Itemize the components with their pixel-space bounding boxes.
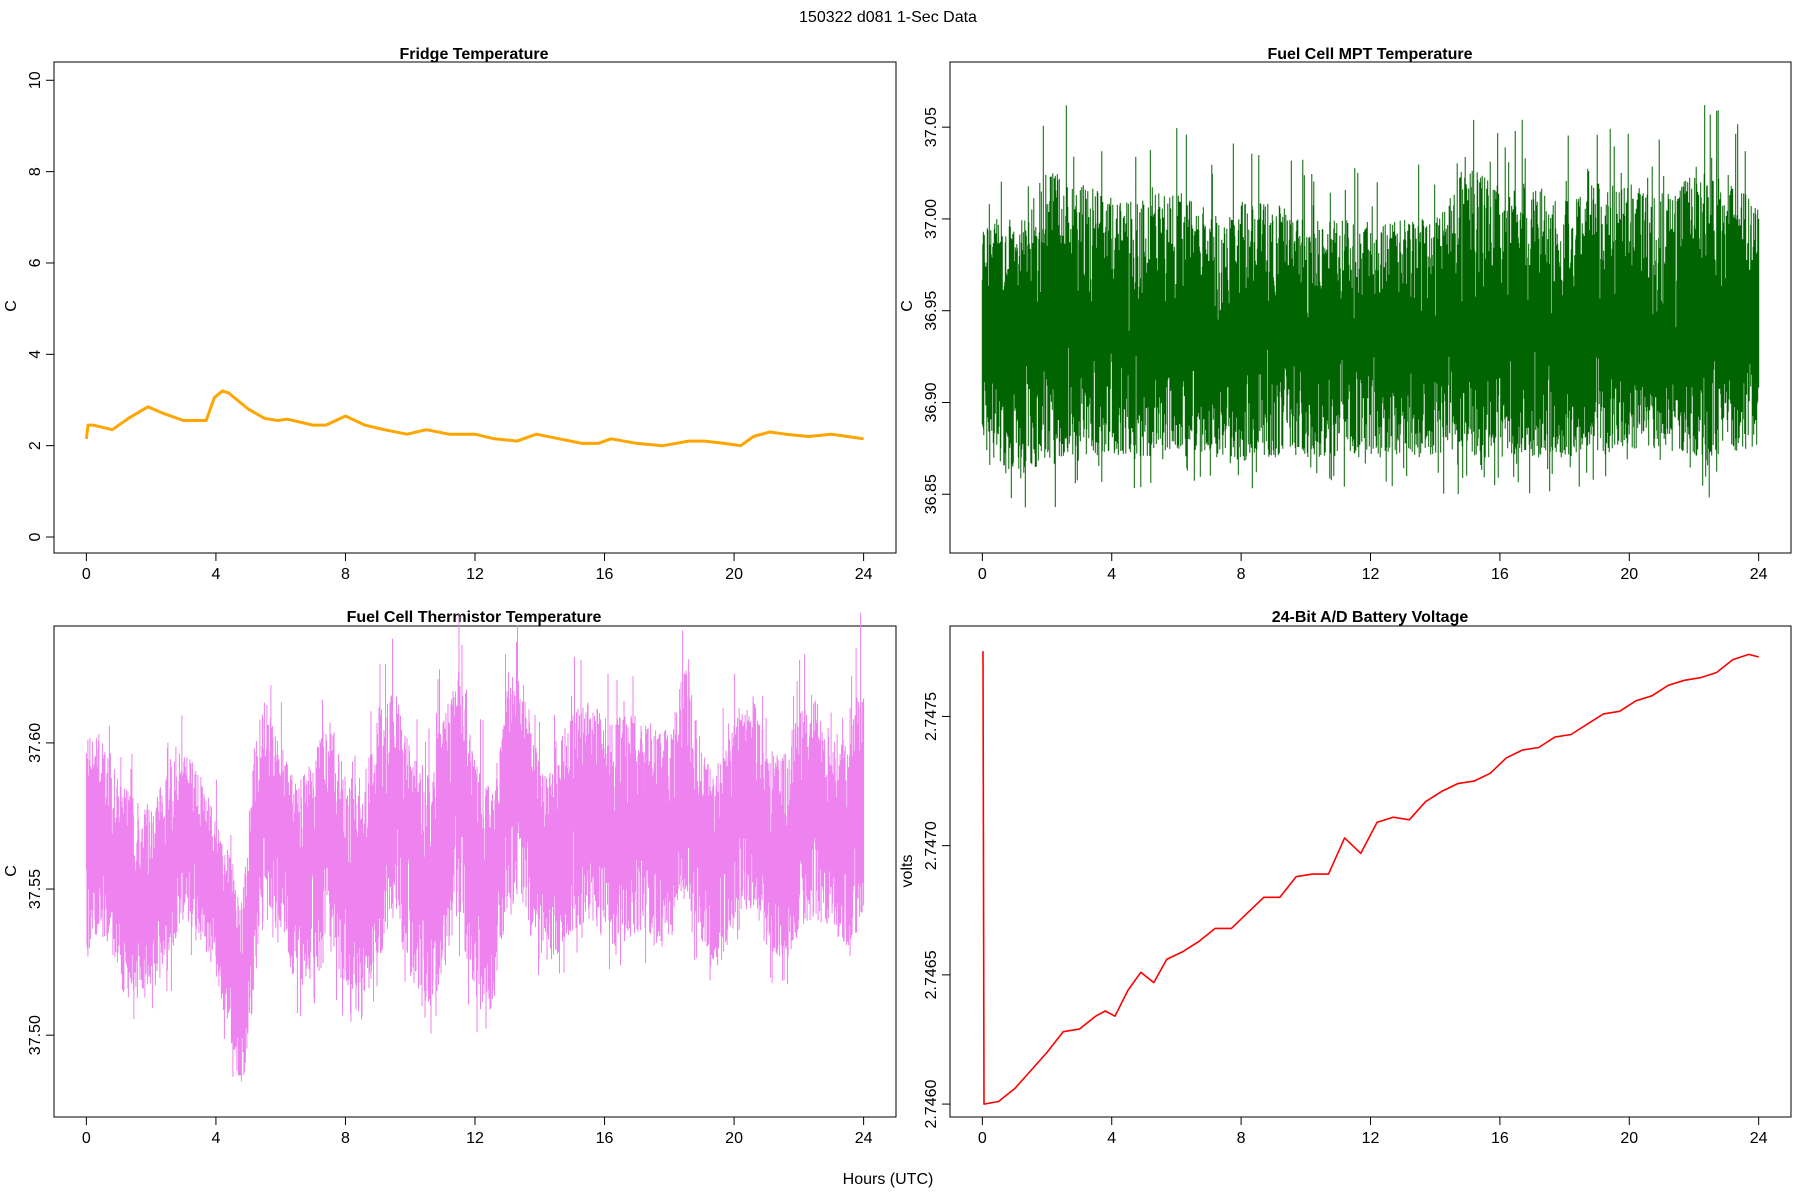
x-tick-label: 8 [1237, 1130, 1246, 1147]
plot-area: 0 4 8 12 16 20 24 36.85 36.90 36.95 37.00 37.05 [923, 61, 1792, 583]
y-tick-label: 36.85 [923, 474, 940, 514]
x-tick-label: 20 [725, 566, 743, 583]
y-tick-label: 37.00 [923, 199, 940, 239]
y-tick-label: 10 [27, 71, 44, 89]
x-tick-label: 16 [1491, 566, 1509, 583]
x-tick-label: 4 [1107, 1130, 1116, 1147]
series-mean-line [982, 328, 1759, 339]
series-trace [981, 105, 1760, 508]
y-axis-label: volts [899, 855, 916, 888]
figure-xlabel: Hours (UTC) [843, 1171, 934, 1188]
y-tick-label: 37.50 [27, 1015, 44, 1055]
y-tick-label: 37.55 [27, 869, 44, 909]
x-tick-label: 0 [82, 1130, 91, 1147]
y-tick-label: 2.7465 [923, 950, 940, 999]
plot-frame [949, 625, 1792, 1118]
x-tick-label: 20 [1620, 1130, 1638, 1147]
y-tick-label: 2.7460 [923, 1080, 940, 1129]
y-axis-label: C [899, 300, 916, 312]
x-tick-label: 12 [466, 566, 484, 583]
y-tick-label: 2.7475 [923, 692, 940, 741]
series-line [84, 389, 864, 448]
x-tick-label: 16 [1491, 1130, 1509, 1147]
y-tick-label: 0 [27, 532, 44, 541]
panel-fuel-cell-thermistor-temperature: Fuel Cell Thermistor Temperature C 0 4 8 12… [3, 609, 897, 1147]
x-tick-label: 24 [855, 1130, 873, 1147]
x-tick-label: 0 [978, 566, 987, 583]
series-line [982, 650, 1759, 1105]
x-tick-label: 12 [1362, 566, 1380, 583]
x-tick-label: 8 [341, 566, 350, 583]
x-tick-label: 24 [1750, 1130, 1768, 1147]
x-tick-label: 4 [211, 566, 220, 583]
plot-area: 0 4 8 12 16 20 24 37.50 37.55 37.60 [27, 612, 897, 1147]
panel-title: Fridge Temperature [399, 46, 548, 63]
y-axis-label: C [3, 300, 20, 312]
plot-area: 0 4 8 12 16 20 24 2.7460 2.7465 2.7470 2.7475 [923, 625, 1792, 1147]
y-tick-label: 36.90 [923, 382, 940, 422]
x-tick-label: 12 [466, 1130, 484, 1147]
series-trace [85, 612, 865, 1082]
panel-title: Fuel Cell Thermistor Temperature [347, 609, 602, 626]
x-tick-label: 20 [725, 1130, 743, 1147]
x-tick-label: 20 [1620, 566, 1638, 583]
x-tick-label: 4 [1107, 566, 1116, 583]
panel-battery-voltage: 24-Bit A/D Battery Voltage volts 0 4 8 12 16… [899, 609, 1792, 1147]
y-tick-label: 4 [27, 350, 44, 359]
x-tick-label: 4 [211, 1130, 220, 1147]
y-tick-label: 2.7470 [923, 821, 940, 870]
figure-suptitle: 150322 d081 1-Sec Data [799, 9, 977, 26]
x-tick-label: 16 [596, 1130, 614, 1147]
panel-title: Fuel Cell MPT Temperature [1267, 46, 1472, 63]
x-tick-label: 0 [978, 1130, 987, 1147]
panel-fuel-cell-mpt-temperature: Fuel Cell MPT Temperature C 0 4 8 12 16 20 24 3… [899, 46, 1792, 583]
y-tick-label: 37.05 [923, 107, 940, 147]
panel-title: 24-Bit A/D Battery Voltage [1272, 609, 1469, 626]
x-tick-label: 24 [1750, 566, 1768, 583]
y-tick-label: 8 [27, 167, 44, 176]
y-tick-label: 6 [27, 258, 44, 267]
x-tick-label: 0 [82, 566, 91, 583]
x-tick-label: 24 [855, 566, 873, 583]
plot-frame [53, 61, 897, 554]
x-tick-label: 16 [596, 566, 614, 583]
x-tick-label: 8 [341, 1130, 350, 1147]
y-tick-label: 36.95 [923, 291, 940, 331]
y-tick-label: 2 [27, 441, 44, 450]
series-mean-line [85, 770, 865, 1007]
y-axis-label: C [3, 865, 20, 877]
x-tick-label: 12 [1362, 1130, 1380, 1147]
x-tick-label: 8 [1237, 566, 1246, 583]
y-tick-label: 37.60 [27, 723, 44, 763]
